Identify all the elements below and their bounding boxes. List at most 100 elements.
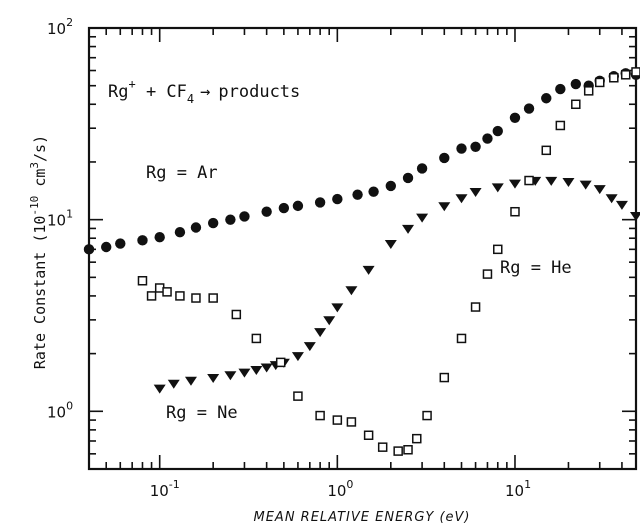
data-point-ar: [482, 133, 493, 144]
series-ar: [83, 68, 640, 255]
data-point-he: [583, 86, 594, 96]
data-point-he: [555, 120, 566, 131]
data-point-ar: [278, 202, 290, 214]
data-point-ar: [261, 206, 272, 217]
data-point-ne: [562, 177, 575, 187]
data-point-he: [482, 269, 493, 279]
x-tick-label: 100: [327, 478, 353, 500]
data-point-he: [231, 309, 242, 320]
y-tick-label: 100: [47, 399, 73, 421]
data-point-ne: [615, 200, 628, 210]
data-point-he: [377, 442, 388, 452]
data-point-ar: [174, 227, 186, 238]
label-ne: Rg = Ne: [166, 403, 238, 423]
data-point-he: [439, 372, 450, 383]
data-point-ne: [260, 363, 273, 373]
series-ne: [153, 176, 640, 394]
data-point-ar: [292, 200, 304, 212]
data-point-he: [571, 99, 581, 110]
data-point-ar: [470, 141, 481, 152]
data-point-he: [275, 357, 286, 368]
reaction-equation: Rg+ + CF4 → products: [108, 77, 300, 106]
data-point-he: [620, 70, 631, 80]
data-point-ar: [101, 241, 112, 253]
data-point-ar: [332, 193, 343, 205]
data-point-ne: [207, 373, 220, 383]
data-point-ne: [323, 316, 336, 326]
data-point-ar: [492, 125, 503, 137]
data-point-he: [412, 433, 422, 444]
data-point-ar: [190, 222, 202, 233]
data-point-he: [315, 410, 325, 421]
data-point-he: [251, 333, 262, 344]
data-point-he: [162, 287, 172, 297]
data-point-he: [456, 333, 467, 344]
data-point-he: [393, 446, 403, 456]
data-point-ne: [224, 371, 237, 381]
data-point-ne: [331, 303, 344, 313]
data-point-ne: [508, 179, 521, 189]
data-point-ar: [207, 217, 219, 229]
data-point-ne: [416, 213, 429, 223]
data-point-ar: [385, 180, 397, 192]
data-point-ar: [416, 163, 428, 174]
data-point-ar: [439, 152, 450, 164]
y-tick-labels: 100 101 102: [47, 16, 73, 421]
data-point-ne: [593, 185, 606, 195]
data-point-ar: [368, 186, 379, 197]
data-point-ar: [115, 238, 126, 249]
y-axis-title: Rate Constant (10-10 cm3/s): [28, 135, 49, 369]
data-point-ne: [153, 384, 166, 394]
data-point-he: [403, 445, 413, 455]
data-point-ne: [630, 211, 640, 221]
x-axis-title: MEAN RELATIVE ENERGY (eV): [254, 510, 471, 525]
x-tick-label: 101: [505, 478, 531, 500]
data-point-ar: [456, 143, 467, 154]
data-point-he: [609, 73, 619, 83]
data-point-he: [175, 291, 185, 301]
data-point-ne: [579, 180, 592, 190]
data-point-ne: [545, 176, 558, 186]
data-point-ne: [184, 376, 197, 386]
data-point-ne: [384, 239, 397, 249]
data-point-ne: [345, 286, 358, 296]
data-point-ar: [402, 172, 414, 184]
data-point-he: [191, 293, 201, 303]
data-point-he: [146, 291, 157, 301]
data-point-ar: [523, 103, 535, 114]
data-point-ne: [167, 379, 180, 389]
data-point-ne: [238, 368, 251, 378]
data-point-he: [332, 415, 343, 425]
data-point-ne: [303, 342, 316, 352]
data-point-ar: [555, 83, 566, 95]
data-point-he: [493, 244, 503, 255]
data-point-he: [363, 430, 374, 441]
y-tick-label: 101: [47, 208, 73, 230]
label-he: Rg = He: [500, 258, 572, 278]
data-point-ne: [291, 352, 304, 362]
data-point-he: [346, 417, 357, 427]
data-point-he: [594, 77, 605, 88]
data-point-ar: [154, 231, 165, 243]
data-point-he: [631, 67, 640, 77]
data-point-ar: [570, 78, 582, 90]
data-point-ne: [250, 366, 263, 376]
data-point-ne: [438, 202, 451, 212]
label-ar: Rg = Ar: [146, 163, 218, 183]
data-point-ar: [225, 214, 236, 225]
data-point-ar: [137, 235, 148, 246]
data-point-he: [541, 145, 552, 156]
axis-ticks: [88, 27, 636, 470]
data-point-ar: [541, 93, 552, 104]
data-point-ne: [491, 183, 504, 193]
x-tick-label: 10-1: [150, 478, 180, 500]
data-point-he: [422, 410, 432, 421]
data-point-he: [208, 293, 218, 303]
data-point-he: [137, 275, 148, 286]
data-point-ar: [352, 189, 363, 200]
data-point-he: [510, 206, 520, 217]
data-point-ne: [469, 188, 482, 198]
data-point-ar: [83, 244, 95, 255]
data-point-ne: [605, 194, 618, 204]
